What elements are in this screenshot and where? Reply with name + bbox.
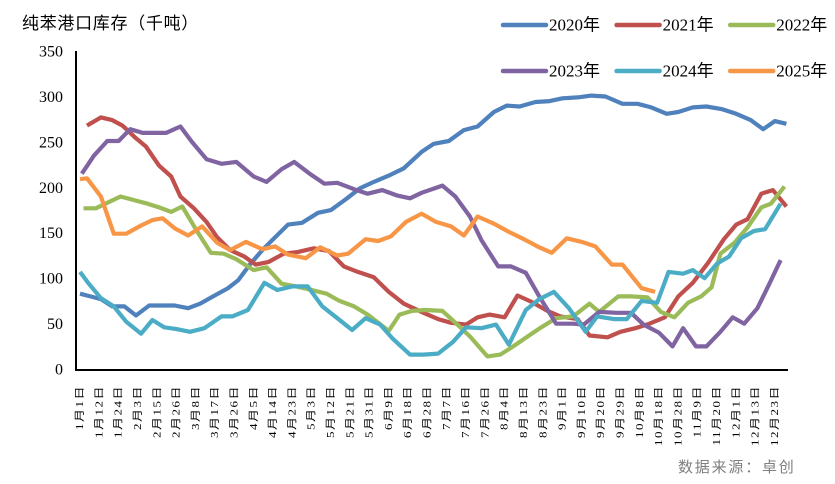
x-tick-label: 11月9日	[692, 385, 703, 438]
x-tick-label: 1月12日	[94, 385, 105, 438]
x-tick-label: 7月7日	[441, 385, 452, 430]
chart-title: 纯苯港口库存（千吨）	[22, 14, 199, 34]
legend-label: 2023年	[549, 62, 600, 81]
x-tick-label: 5月3日	[306, 385, 317, 430]
series-line-2022	[83, 185, 787, 359]
x-tick-label: 2月15日	[151, 385, 162, 438]
x-tick-label: 6月28日	[422, 385, 433, 438]
x-tick-label: 3月8日	[190, 385, 201, 430]
y-tick-label: 0	[55, 362, 63, 379]
x-tick-label: 12月13日	[750, 385, 761, 446]
x-tick-label: 8月4日	[499, 385, 510, 430]
legend: 2020年 2021年 2022年 2023年 2024年 2025年	[500, 16, 827, 81]
legend-item-2025: 2025年	[727, 62, 827, 81]
x-tick-label: 6月18日	[402, 385, 413, 438]
y-tick-label: 50	[47, 316, 63, 333]
legend-label: 2020年	[549, 16, 600, 35]
x-tick-label: 10月28日	[673, 385, 684, 446]
x-tick-label: 9月29日	[615, 385, 626, 438]
x-tick-label: 3月17日	[209, 385, 220, 438]
x-tick-label: 9月10日	[576, 385, 587, 438]
series-line-2024	[78, 202, 783, 357]
legend-label: 2024年	[663, 62, 714, 81]
series-line-2025	[79, 176, 656, 294]
x-tick-label: 6月9日	[383, 385, 394, 430]
x-tick-label: 2月3日	[132, 385, 143, 430]
x-tick-label: 12月23日	[769, 385, 780, 446]
x-tick-label: 8月13日	[518, 385, 529, 438]
source-note: 数据来源：卓创	[678, 458, 796, 476]
x-tick-label: 8月23日	[537, 385, 548, 438]
x-tick-label: 4月5日	[248, 385, 259, 430]
legend-item-2022: 2022年	[727, 16, 827, 35]
x-axis-tick-labels: 1月1日 1月12日 1月24日 2月3日 2月15日 2月26日 3月8日 3月17日 3月2…	[74, 385, 780, 446]
x-tick-label: 10月18日	[653, 385, 664, 446]
legend-item-2024: 2024年	[614, 62, 714, 81]
legend-item-2020: 2020年	[500, 16, 600, 35]
x-tick-label: 5月12日	[325, 385, 336, 438]
x-tick-label: 7月16日	[460, 385, 471, 438]
series-line-2023	[80, 124, 783, 349]
x-tick-label: 11月20日	[711, 385, 722, 445]
legend-label: 2022年	[776, 16, 827, 35]
y-tick-label: 250	[39, 134, 63, 151]
x-tick-label: 5月21日	[344, 385, 355, 438]
plot-area	[75, 51, 789, 371]
y-tick-label: 350	[39, 44, 63, 61]
y-axis-tick-labels: 0 50 100 150 200 250 300 350	[39, 44, 63, 379]
x-tick-label: 2月26日	[171, 385, 182, 438]
series-layer	[78, 93, 789, 359]
series-line-2020	[79, 93, 787, 318]
x-tick-label: 1月24日	[113, 385, 124, 438]
x-tick-label: 7月26日	[480, 385, 491, 438]
x-tick-label: 3月26日	[229, 385, 240, 438]
legend-label: 2025年	[776, 62, 827, 81]
x-tick-label: 10月8日	[634, 385, 645, 438]
series-line-2021	[85, 115, 789, 340]
y-tick-label: 200	[39, 180, 63, 197]
x-tick-label: 12月1日	[730, 385, 741, 438]
x-tick-label: 9月20日	[595, 385, 606, 438]
y-tick-label: 150	[39, 225, 63, 242]
x-tick-label: 4月23日	[287, 385, 298, 438]
x-tick-label: 9月1日	[557, 385, 568, 430]
y-tick-label: 300	[39, 89, 63, 106]
legend-item-2021: 2021年	[614, 16, 714, 35]
y-tick-label: 100	[39, 271, 63, 288]
legend-item-2023: 2023年	[500, 62, 600, 81]
x-tick-label: 1月1日	[74, 385, 85, 430]
legend-label: 2021年	[663, 16, 714, 35]
x-tick-label: 4月14日	[267, 385, 278, 438]
x-tick-label: 5月31日	[364, 385, 375, 438]
